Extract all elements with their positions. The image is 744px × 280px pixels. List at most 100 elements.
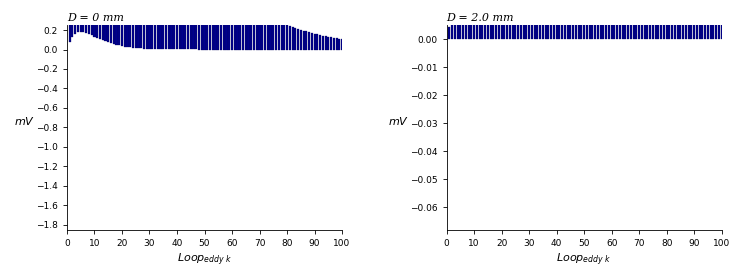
Bar xyxy=(295,28,296,50)
Bar xyxy=(96,0,98,38)
Bar xyxy=(542,0,544,39)
Bar xyxy=(652,0,654,39)
Bar xyxy=(327,37,330,50)
Bar xyxy=(264,15,266,50)
Bar xyxy=(603,0,604,39)
Bar xyxy=(162,0,164,49)
X-axis label: $\mathit{Loop}_{\mathit{eddy}\ k}$: $\mathit{Loop}_{\mathit{eddy}\ k}$ xyxy=(557,252,612,268)
Bar xyxy=(245,4,247,50)
Bar xyxy=(616,0,618,39)
Bar xyxy=(292,27,294,50)
Bar xyxy=(110,0,112,43)
Bar xyxy=(605,0,607,39)
Bar xyxy=(501,0,503,39)
Bar xyxy=(451,16,453,39)
Bar xyxy=(170,0,173,49)
Text: D = 0 mm: D = 0 mm xyxy=(67,13,124,23)
Bar xyxy=(487,0,489,39)
Bar xyxy=(567,0,568,39)
Bar xyxy=(536,0,539,39)
Bar xyxy=(272,19,275,50)
Bar xyxy=(258,12,260,50)
Bar xyxy=(693,0,695,39)
Bar xyxy=(198,0,200,50)
Bar xyxy=(539,0,541,39)
Bar xyxy=(135,0,137,48)
Bar xyxy=(330,38,332,50)
Bar xyxy=(71,3,74,37)
Bar xyxy=(267,17,269,50)
Bar xyxy=(457,0,458,39)
Bar xyxy=(129,0,131,47)
Bar xyxy=(107,0,109,43)
Bar xyxy=(341,39,343,50)
Bar xyxy=(242,2,244,50)
Bar xyxy=(561,0,563,39)
Bar xyxy=(121,0,123,46)
Bar xyxy=(228,0,231,50)
Bar xyxy=(102,0,103,40)
Bar xyxy=(225,0,228,50)
Bar xyxy=(533,0,536,39)
Bar xyxy=(278,22,280,50)
Bar xyxy=(206,0,208,50)
Bar xyxy=(250,7,252,50)
Bar xyxy=(269,18,272,50)
Bar xyxy=(484,0,486,39)
Bar xyxy=(597,0,599,39)
Bar xyxy=(663,0,665,39)
Y-axis label: $\mathit{mV}$: $\mathit{mV}$ xyxy=(14,115,36,127)
Bar xyxy=(525,0,527,39)
Bar xyxy=(336,38,338,50)
Bar xyxy=(713,0,714,39)
Bar xyxy=(321,36,324,50)
Bar xyxy=(630,0,632,39)
Bar xyxy=(159,0,161,49)
Bar xyxy=(699,0,701,39)
Bar xyxy=(478,0,481,39)
Bar xyxy=(710,0,712,39)
Bar xyxy=(613,0,615,39)
Bar xyxy=(283,24,285,50)
Bar xyxy=(209,0,211,50)
Bar xyxy=(715,0,717,39)
Bar xyxy=(465,0,467,39)
Bar xyxy=(308,32,310,50)
Bar xyxy=(201,0,203,50)
Bar xyxy=(553,0,555,39)
Bar xyxy=(149,0,150,49)
Bar xyxy=(333,38,335,50)
Bar xyxy=(530,0,533,39)
Bar xyxy=(580,0,583,39)
Bar xyxy=(275,20,277,50)
Bar xyxy=(658,0,659,39)
Bar xyxy=(316,34,318,50)
Bar xyxy=(112,0,115,44)
Bar xyxy=(454,5,456,39)
Bar xyxy=(313,34,315,50)
Bar xyxy=(99,0,101,39)
Bar xyxy=(222,0,225,50)
Bar xyxy=(289,26,291,50)
Bar xyxy=(187,0,189,50)
Bar xyxy=(319,35,321,50)
Bar xyxy=(624,0,626,39)
Bar xyxy=(514,0,516,39)
Bar xyxy=(702,0,704,39)
Bar xyxy=(91,0,93,35)
Text: D = 2.0 mm: D = 2.0 mm xyxy=(446,13,514,23)
Bar xyxy=(138,0,140,48)
X-axis label: $\mathit{Loop}_{\mathit{eddy}\ k}$: $\mathit{Loop}_{\mathit{eddy}\ k}$ xyxy=(177,252,232,268)
Bar xyxy=(619,0,621,39)
Bar xyxy=(528,0,530,39)
Bar xyxy=(495,0,497,39)
Bar xyxy=(231,0,233,50)
Bar xyxy=(696,0,698,39)
Bar xyxy=(687,0,690,39)
Bar xyxy=(234,0,236,50)
Bar xyxy=(622,0,623,39)
Bar xyxy=(676,0,679,39)
Bar xyxy=(261,13,263,50)
Bar xyxy=(473,0,475,39)
Bar xyxy=(548,0,549,39)
